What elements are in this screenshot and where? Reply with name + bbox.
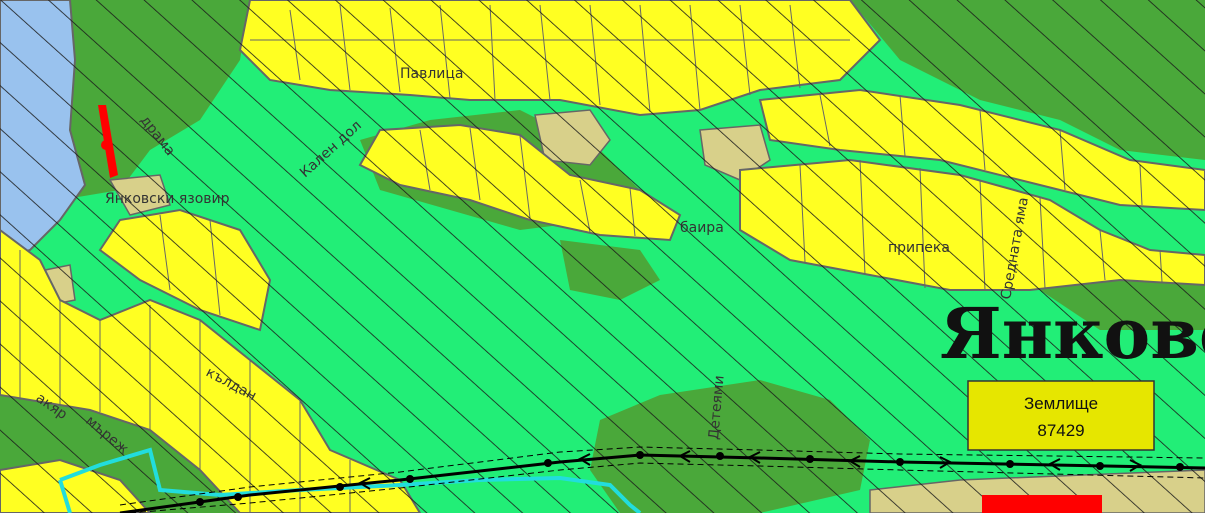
line-route bbox=[119, 453, 1205, 513]
label-pavlitsa: Павлица bbox=[400, 66, 464, 82]
land-registry-label: Землище bbox=[1024, 394, 1098, 413]
label-deteyami: Детеями bbox=[706, 375, 728, 441]
land-registry-box[interactable]: Землище 87429 bbox=[967, 380, 1155, 451]
cyan-boundary-line-left bbox=[58, 479, 72, 513]
line-route-arrows bbox=[357, 450, 1143, 490]
line-route-nodes bbox=[196, 451, 1184, 506]
label-yankovski-yazovir: Янковски язовир bbox=[105, 191, 230, 207]
settlement-title: Янкове bbox=[940, 292, 1205, 375]
line-route-dashed-top bbox=[119, 446, 1205, 506]
land-registry-number: 87429 bbox=[1037, 421, 1084, 440]
label-pripeka: припека bbox=[888, 240, 950, 256]
line-route-dashed-bottom bbox=[129, 462, 1205, 513]
red-marker-dot bbox=[101, 140, 111, 150]
red-parcel-block bbox=[982, 495, 1102, 513]
label-baira: баира bbox=[680, 220, 724, 236]
cyan-boundary-line bbox=[59, 447, 642, 513]
